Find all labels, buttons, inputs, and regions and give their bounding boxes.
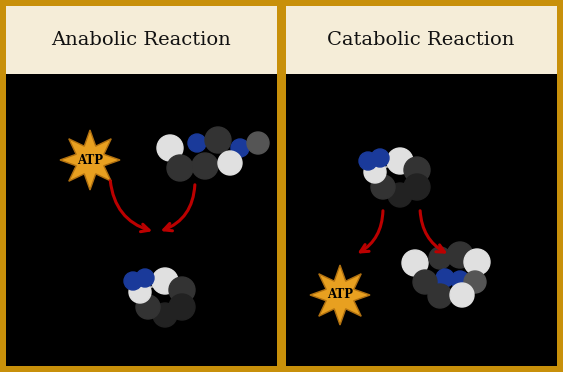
Circle shape (413, 270, 437, 294)
Circle shape (404, 157, 430, 183)
Circle shape (371, 175, 395, 199)
Circle shape (428, 284, 452, 308)
Circle shape (231, 139, 249, 157)
Circle shape (464, 249, 490, 275)
Circle shape (447, 242, 473, 268)
FancyArrowPatch shape (110, 181, 149, 232)
Bar (6, 6, 557, 74)
Circle shape (169, 294, 195, 320)
Circle shape (136, 295, 160, 319)
Circle shape (153, 303, 177, 327)
Circle shape (371, 149, 389, 167)
Circle shape (451, 271, 469, 289)
Circle shape (218, 151, 242, 175)
Circle shape (157, 135, 183, 161)
Circle shape (129, 281, 151, 303)
Text: Anabolic Reaction: Anabolic Reaction (51, 31, 231, 49)
Circle shape (167, 155, 193, 181)
Circle shape (402, 250, 428, 276)
Circle shape (136, 269, 154, 287)
Circle shape (205, 127, 231, 153)
Circle shape (404, 174, 430, 200)
Circle shape (124, 272, 142, 290)
Bar (277, 6, 286, 366)
Circle shape (429, 247, 451, 269)
Polygon shape (60, 130, 120, 190)
Circle shape (169, 277, 195, 303)
Circle shape (192, 153, 218, 179)
Circle shape (387, 148, 413, 174)
Circle shape (388, 183, 412, 207)
Polygon shape (310, 265, 370, 325)
Circle shape (188, 134, 206, 152)
FancyArrowPatch shape (420, 211, 445, 252)
Circle shape (152, 268, 178, 294)
Text: ATP: ATP (77, 154, 103, 167)
Bar (286, 74, 557, 366)
Circle shape (464, 271, 486, 293)
Circle shape (359, 152, 377, 170)
Text: ATP: ATP (327, 289, 353, 301)
Circle shape (450, 283, 474, 307)
Circle shape (247, 132, 269, 154)
FancyArrowPatch shape (360, 211, 383, 252)
Text: Catabolic Reaction: Catabolic Reaction (327, 31, 515, 49)
Circle shape (436, 269, 454, 287)
Circle shape (364, 161, 386, 183)
Bar (6, 74, 277, 366)
FancyArrowPatch shape (164, 185, 195, 231)
